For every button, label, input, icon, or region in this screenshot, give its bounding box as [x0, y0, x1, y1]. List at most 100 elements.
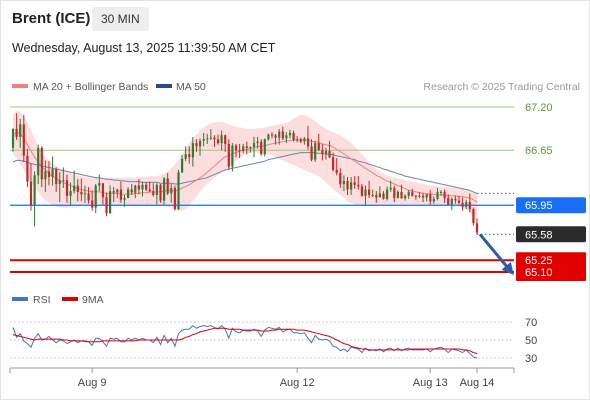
- candle: [37, 144, 40, 184]
- candle-body: [414, 195, 417, 197]
- candle: [101, 183, 104, 205]
- ma20-legend-swatch: [12, 84, 28, 88]
- candle-body: [199, 140, 202, 147]
- candle: [245, 141, 248, 155]
- candle-body: [252, 143, 256, 147]
- moving-averages: [12, 131, 478, 203]
- candle: [137, 179, 140, 195]
- candle: [454, 195, 457, 204]
- candle-body: [73, 185, 76, 192]
- ma50-legend-swatch: [156, 84, 172, 88]
- candle: [134, 184, 137, 199]
- candle-body: [231, 145, 234, 167]
- candle-body: [317, 143, 320, 151]
- candle: [357, 176, 360, 190]
- candle-body: [37, 147, 40, 176]
- candle: [148, 181, 151, 193]
- candle: [278, 129, 281, 145]
- candle-body: [274, 135, 277, 138]
- candle: [447, 194, 450, 206]
- candle: [465, 199, 468, 210]
- time-tick-label: Aug 14: [460, 377, 495, 389]
- candle: [44, 160, 47, 192]
- candle-body: [112, 191, 115, 193]
- candle: [163, 176, 166, 205]
- candle: [317, 133, 320, 151]
- candle-body: [285, 135, 288, 139]
- candle-body: [353, 182, 356, 185]
- candle: [188, 146, 191, 164]
- ma9-legend-swatch: [62, 297, 78, 301]
- candle-body: [152, 191, 155, 195]
- candle: [47, 161, 51, 186]
- candle-body: [447, 198, 450, 205]
- candle: [80, 178, 83, 202]
- candle-body: [296, 139, 299, 141]
- candle-body: [339, 173, 342, 184]
- candle: [411, 188, 414, 197]
- candle: [109, 185, 112, 214]
- candle-body: [213, 137, 216, 140]
- candle-body: [98, 183, 101, 186]
- support-label: 65.10: [525, 267, 553, 279]
- candle-body: [148, 189, 151, 192]
- candle-body: [450, 198, 453, 205]
- candle: [181, 154, 184, 173]
- candle-body: [418, 195, 421, 197]
- candle-body: [310, 146, 313, 160]
- bollinger-band-area: [13, 110, 477, 224]
- candle-body: [422, 195, 425, 198]
- candle-body: [306, 138, 310, 147]
- candle-body: [19, 124, 22, 137]
- candle: [159, 184, 162, 203]
- candle-body: [299, 139, 302, 142]
- candle: [288, 129, 292, 139]
- candle-body: [80, 191, 83, 195]
- candle-body: [137, 185, 140, 190]
- candle-body: [263, 139, 266, 155]
- candle: [11, 128, 15, 152]
- candle: [346, 176, 349, 195]
- candle-body: [400, 191, 403, 199]
- candle-body: [454, 198, 457, 201]
- instrument-title: Brent (ICE): [12, 10, 91, 27]
- timeframe-button[interactable]: 30 MIN: [92, 7, 149, 31]
- candle-body: [245, 146, 248, 148]
- candle: [263, 138, 266, 157]
- candle-body: [270, 134, 274, 136]
- candle: [252, 136, 256, 158]
- candle: [422, 192, 425, 203]
- candle: [141, 181, 144, 197]
- candle-body: [324, 151, 328, 155]
- candle: [51, 156, 54, 186]
- candle: [123, 195, 126, 207]
- candle-body: [83, 193, 87, 195]
- candle-body: [216, 139, 220, 144]
- projection-arrow-head: [501, 261, 514, 276]
- candle: [267, 133, 270, 141]
- time-axis: Aug 9 Aug 12 Aug 13 Aug 14: [9, 367, 515, 389]
- candle: [98, 174, 101, 192]
- candle: [274, 133, 277, 145]
- candle: [472, 207, 475, 226]
- candle: [40, 146, 43, 188]
- candle-body: [155, 184, 158, 195]
- candle-body: [181, 158, 184, 173]
- rsi-legend-label: RSI: [33, 294, 51, 306]
- candle-body: [256, 141, 259, 144]
- bollinger-band-fill: [13, 110, 477, 224]
- candle-body: [209, 137, 212, 139]
- candle: [116, 188, 119, 199]
- candle-body: [457, 200, 461, 203]
- candle-body: [29, 181, 33, 206]
- candle: [425, 194, 428, 202]
- ma20-legend-label: MA 20 + Bollinger Bands: [33, 81, 148, 93]
- candle-body: [475, 223, 479, 233]
- candle-body: [357, 184, 360, 187]
- candle: [206, 133, 209, 144]
- candle-body: [389, 187, 392, 190]
- time-tick-label: Aug 13: [413, 377, 448, 389]
- candle-body: [62, 180, 65, 182]
- candle: [58, 172, 61, 203]
- candle: [177, 169, 180, 210]
